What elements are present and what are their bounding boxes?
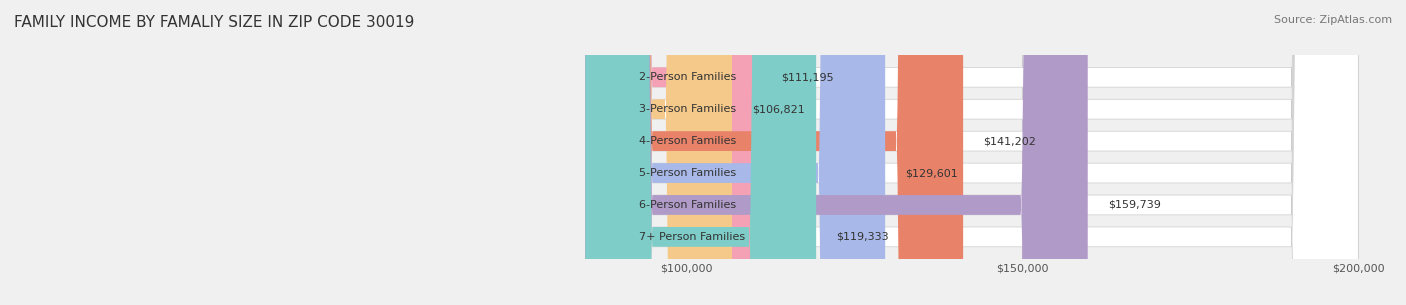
Text: FAMILY INCOME BY FAMALIY SIZE IN ZIP CODE 30019: FAMILY INCOME BY FAMALIY SIZE IN ZIP COD… [14, 15, 415, 30]
Text: 2-Person Families: 2-Person Families [640, 72, 737, 82]
Text: $159,739: $159,739 [1108, 200, 1161, 210]
FancyBboxPatch shape [585, 0, 762, 305]
Text: $129,601: $129,601 [905, 168, 957, 178]
Text: $141,202: $141,202 [983, 136, 1036, 146]
FancyBboxPatch shape [585, 0, 1358, 305]
FancyBboxPatch shape [585, 0, 1358, 305]
FancyBboxPatch shape [585, 0, 733, 305]
FancyBboxPatch shape [585, 0, 1358, 305]
Text: Source: ZipAtlas.com: Source: ZipAtlas.com [1274, 15, 1392, 25]
Text: 7+ Person Families: 7+ Person Families [640, 232, 745, 242]
Text: $111,195: $111,195 [782, 72, 834, 82]
Text: $106,821: $106,821 [752, 104, 806, 114]
Text: 5-Person Families: 5-Person Families [640, 168, 737, 178]
Text: 3-Person Families: 3-Person Families [640, 104, 737, 114]
FancyBboxPatch shape [585, 0, 963, 305]
FancyBboxPatch shape [585, 0, 815, 305]
FancyBboxPatch shape [585, 0, 886, 305]
FancyBboxPatch shape [585, 0, 1358, 305]
FancyBboxPatch shape [585, 0, 1088, 305]
Text: 6-Person Families: 6-Person Families [640, 200, 737, 210]
FancyBboxPatch shape [585, 0, 1358, 305]
Text: $119,333: $119,333 [837, 232, 889, 242]
FancyBboxPatch shape [585, 0, 1358, 305]
Text: 4-Person Families: 4-Person Families [640, 136, 737, 146]
